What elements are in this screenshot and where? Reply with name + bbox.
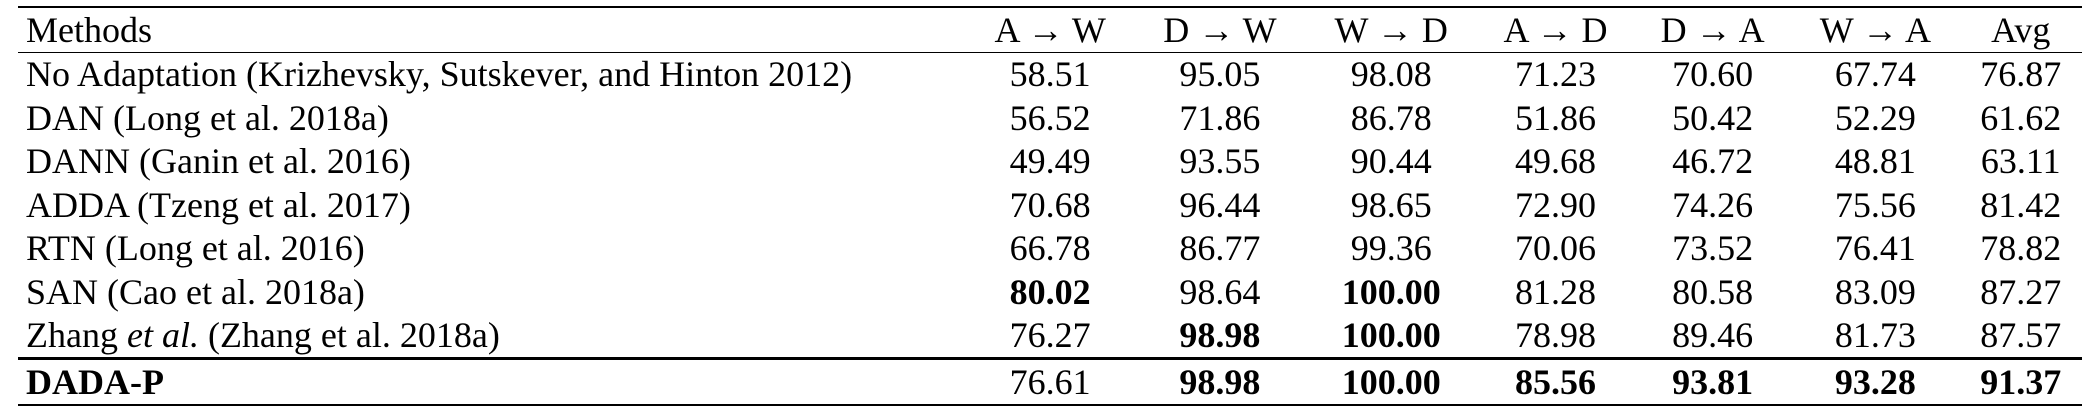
value-cell: 95.05 <box>1179 54 1261 95</box>
table-row: No Adaptation (Krizhevsky, Sutskever, an… <box>18 52 2082 96</box>
table-row: DAN (Long et al. 2018a) 56.52 71.86 86.7… <box>18 96 2082 140</box>
value-cell: 74.26 <box>1672 184 1754 225</box>
value-cell: 98.64 <box>1179 271 1261 312</box>
header-d-to-w: D → W <box>1163 9 1277 50</box>
method-name: DADA-P <box>26 361 164 402</box>
value-cell-best: 100.00 <box>1341 271 1441 312</box>
value-cell: 66.78 <box>1009 228 1091 269</box>
method-name: Zhang et al. (Zhang et al. 2018a) <box>18 314 966 359</box>
avg-cell: 87.57 <box>1980 315 2062 356</box>
value-cell: 90.44 <box>1350 141 1432 182</box>
value-cell: 96.44 <box>1179 184 1261 225</box>
value-cell: 75.56 <box>1834 184 1916 225</box>
value-cell: 70.06 <box>1514 228 1596 269</box>
avg-cell: 78.82 <box>1980 228 2062 269</box>
value-cell: 67.74 <box>1834 54 1916 95</box>
header-d-to-a: D → A <box>1660 9 1765 50</box>
method-name: ADDA (Tzeng et al. 2017) <box>26 184 411 225</box>
value-cell-best: 85.56 <box>1514 361 1596 402</box>
method-name: SAN (Cao et al. 2018a) <box>26 271 365 312</box>
value-cell-best: 93.81 <box>1672 361 1754 402</box>
value-cell: 93.55 <box>1179 141 1261 182</box>
value-cell: 49.68 <box>1514 141 1596 182</box>
avg-cell: 87.27 <box>1980 271 2062 312</box>
value-cell: 48.81 <box>1834 141 1916 182</box>
value-cell: 81.73 <box>1834 315 1916 356</box>
value-cell: 58.51 <box>1009 54 1091 95</box>
value-cell: 83.09 <box>1834 271 1916 312</box>
value-cell: 56.52 <box>1009 97 1091 138</box>
value-cell: 72.90 <box>1514 184 1596 225</box>
avg-cell: 76.87 <box>1980 54 2062 95</box>
avg-cell: 81.42 <box>1980 184 2062 225</box>
table-row: DANN (Ganin et al. 2016) 49.49 93.55 90.… <box>18 140 2082 184</box>
value-cell: 70.60 <box>1672 54 1754 95</box>
table-header-row: Methods A → W D → W W → D A → D D → A W … <box>18 7 2082 52</box>
value-cell: 89.46 <box>1672 315 1754 356</box>
value-cell: 78.98 <box>1514 315 1596 356</box>
method-name: DAN (Long et al. 2018a) <box>26 97 389 138</box>
value-cell: 49.49 <box>1009 141 1091 182</box>
avg-cell-best: 91.37 <box>1980 361 2062 402</box>
method-name: RTN (Long et al. 2016) <box>26 228 365 269</box>
table-row: ADDA (Tzeng et al. 2017) 70.68 96.44 98.… <box>18 183 2082 227</box>
value-cell: 81.28 <box>1514 271 1596 312</box>
value-cell: 71.86 <box>1179 97 1261 138</box>
header-a-to-w: A → W <box>994 9 1106 50</box>
value-cell-best: 98.98 <box>1179 361 1261 402</box>
method-name-prefix: Zhang <box>26 315 127 356</box>
avg-cell: 61.62 <box>1980 97 2062 138</box>
value-cell: 70.68 <box>1009 184 1091 225</box>
value-cell: 73.52 <box>1672 228 1754 269</box>
value-cell: 80.58 <box>1672 271 1754 312</box>
method-name: No Adaptation (Krizhevsky, Sutskever, an… <box>26 54 853 95</box>
results-table: Methods A → W D → W W → D A → D D → A W … <box>18 6 2082 406</box>
header-a-to-d: A → D <box>1503 9 1608 50</box>
header-w-to-a: W → A <box>1819 9 1932 50</box>
value-cell: 86.78 <box>1350 97 1432 138</box>
header-avg: Avg <box>1991 9 2051 50</box>
table-row: RTN (Long et al. 2016) 66.78 86.77 99.36… <box>18 227 2082 271</box>
method-name-italic: et al. <box>126 315 199 356</box>
table-row: Zhang et al. (Zhang et al. 2018a) 76.27 … <box>18 314 2082 359</box>
avg-cell: 63.11 <box>1980 141 2061 182</box>
value-cell-best: 93.28 <box>1834 361 1916 402</box>
value-cell: 76.27 <box>1009 315 1091 356</box>
method-name: DANN (Ganin et al. 2016) <box>26 141 411 182</box>
value-cell-best: 98.98 <box>1179 315 1261 356</box>
value-cell: 76.41 <box>1834 228 1916 269</box>
table-row-proposed: DADA-P 76.61 98.98 100.00 85.56 93.81 93… <box>18 358 2082 405</box>
method-name-suffix: (Zhang et al. 2018a) <box>198 315 500 356</box>
value-cell: 71.23 <box>1514 54 1596 95</box>
value-cell: 52.29 <box>1834 97 1916 138</box>
value-cell: 50.42 <box>1672 97 1754 138</box>
value-cell: 51.86 <box>1514 97 1596 138</box>
table-row: SAN (Cao et al. 2018a) 80.02 98.64 100.0… <box>18 270 2082 314</box>
value-cell: 46.72 <box>1672 141 1754 182</box>
results-table-container: Methods A → W D → W W → D A → D D → A W … <box>18 6 2082 406</box>
value-cell-best: 100.00 <box>1341 315 1441 356</box>
value-cell: 86.77 <box>1179 228 1261 269</box>
header-w-to-d: W → D <box>1334 9 1448 50</box>
value-cell: 76.61 <box>1009 361 1091 402</box>
value-cell: 98.08 <box>1350 54 1432 95</box>
value-cell-best: 80.02 <box>1009 271 1091 312</box>
value-cell-best: 100.00 <box>1341 361 1441 402</box>
value-cell: 99.36 <box>1350 228 1432 269</box>
value-cell: 98.65 <box>1350 184 1432 225</box>
header-methods: Methods <box>26 9 152 50</box>
